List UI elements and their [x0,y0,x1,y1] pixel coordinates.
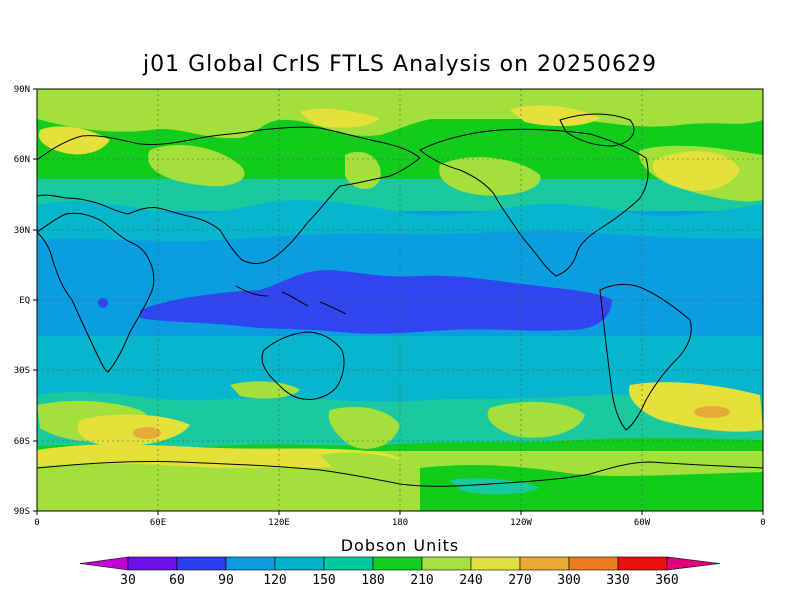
colorbar-segment [176,556,227,571]
lat-label-30s: 30S [14,366,30,376]
lon-label-180: 180 [392,518,408,528]
lon-label-0: 0 [34,518,39,528]
lon-label-0-east: 0 [760,518,765,528]
region-spac-lightgreen [487,401,585,438]
colorbar-segment [470,556,521,571]
colorbar-title: Dobson Units [340,536,460,555]
colorbar-tick-label: 30 [120,573,136,588]
colorbar-tick-label: 270 [508,573,531,588]
region-europe-yellow [38,126,110,155]
colorbar-under-arrow [79,556,129,571]
graticule [37,89,763,511]
colorbar-tick-label: 120 [263,573,286,588]
region-argentina-orange [694,406,730,418]
south-america-coast [599,283,692,431]
lat-axis: 90N 60N 30N EQ 30S 60S 90S [14,85,37,517]
coastlines [37,113,763,487]
region-siberia-yellow [300,108,380,128]
region-africa-darkblue [98,298,108,308]
colorbar-tick-label: 180 [361,573,384,588]
colorbar-segment [323,556,374,571]
region-argentina-yellow [629,382,763,432]
colorbar-segment [617,556,668,571]
colorbar-segment [274,556,325,571]
region-s-subtropics-cyan [37,351,763,406]
eurasia-coast [37,126,421,264]
colorbar-tick-label: 330 [606,573,629,588]
lat-label-90s: 90S [14,507,30,517]
region-tasman-lightgreen [328,406,400,449]
colorbar-segment [421,556,472,571]
colorbar-segment [519,556,570,571]
region-satl-yellow [77,414,190,447]
colorbar-segment [568,556,619,571]
lat-label-90n: 90N [14,85,30,95]
australia-coast [261,331,345,401]
north-america-coast [419,128,649,277]
region-natlantic-yellow [652,151,740,191]
lat-label-60n: 60N [14,155,30,165]
region-arctic-lightgreen [37,89,763,139]
colorbar-tick-label: 300 [557,573,580,588]
colorbar-over-arrow [666,556,721,571]
lat-label-eq: EQ [19,296,30,306]
colorbar-tick-label: 240 [459,573,482,588]
colorbar: 30 60 90 120 150 180 210 240 270 300 330 360 [79,556,721,588]
maritime-continent-coast [235,285,347,315]
lat-label-60s: 60S [14,437,30,447]
region-satl-orange [133,427,161,439]
antarctica-coast [37,460,763,487]
lon-label-60w: 60W [634,518,651,528]
region-canada-yellow [510,105,600,127]
colorbar-segment [372,556,423,571]
colorbar-segment [127,556,178,571]
lon-label-120w: 120W [510,518,532,528]
colorbar-tick-label: 360 [655,573,678,588]
colorbar-tick-label: 60 [169,573,185,588]
greenland-coast [559,113,635,147]
lon-label-120e: 120E [268,518,290,528]
region-antarctica-green [420,465,763,511]
lat-label-30n: 30N [14,226,30,236]
colorbar-tick-label: 210 [410,573,433,588]
lon-axis: 0 60E 120E 180 120W 60W 0 [34,511,766,528]
region-antarctic-lightgreen2 [320,452,410,474]
region-equatorial-darkblue [140,270,612,334]
lon-label-60e: 60E [150,518,166,528]
map-title: j01 Global CrIS FTLS Analysis on 2025062… [142,52,658,77]
region-asia-lightgreen [148,145,245,187]
colorbar-tick-label: 150 [312,573,335,588]
africa-coast [37,212,155,373]
colorbar-tick-label: 90 [218,573,234,588]
region-npacific-lightgreen [439,157,541,196]
region-aus-lightgreen [230,381,300,399]
colorbar-segment [225,556,276,571]
